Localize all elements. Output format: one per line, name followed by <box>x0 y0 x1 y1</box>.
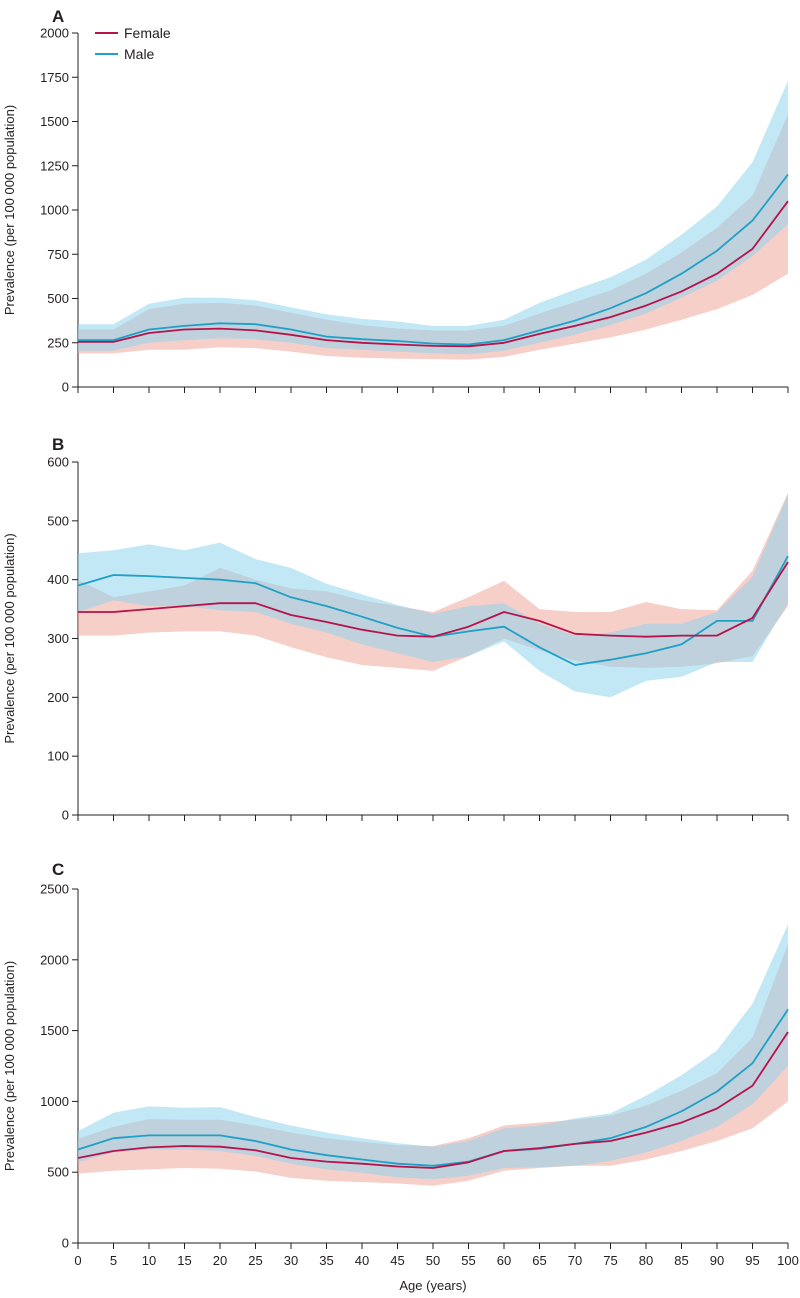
y-tick-label: 1000 <box>40 1094 69 1109</box>
x-tick-label: 30 <box>284 1253 298 1268</box>
x-tick-label: 50 <box>426 1253 440 1268</box>
y-tick-label: 400 <box>47 572 69 587</box>
y-tick-label: 500 <box>47 1165 69 1180</box>
x-tick-label: 90 <box>710 1253 724 1268</box>
x-tick-label: 35 <box>319 1253 333 1268</box>
x-axis-title: Age (years) <box>399 1278 466 1293</box>
panel-label: A <box>52 7 64 26</box>
x-tick-label: 20 <box>213 1253 227 1268</box>
y-tick-label: 750 <box>47 247 69 262</box>
y-tick-label: 2500 <box>40 882 69 897</box>
y-tick-label: 2000 <box>40 26 69 41</box>
legend: Female Male <box>95 25 171 62</box>
line-female <box>78 561 789 638</box>
x-tick-label: 45 <box>390 1253 404 1268</box>
y-tick-label: 1500 <box>40 1023 69 1038</box>
y-tick-label: 1000 <box>40 203 69 218</box>
panel-a: A Prevalence (per 100 000 population) 0 250… <box>2 7 789 395</box>
y-tick-label: 0 <box>62 808 69 823</box>
x-tick-label: 40 <box>355 1253 369 1268</box>
line-male <box>77 1008 789 1167</box>
y-axis-title: Prevalence (per 100 000 population) <box>2 105 17 315</box>
line-male <box>78 174 789 346</box>
y-tick-label: 250 <box>47 335 69 350</box>
x-tick-label: 15 <box>177 1253 191 1268</box>
x-tick-label: 0 <box>74 1253 81 1268</box>
y-tick-label: 500 <box>47 291 69 306</box>
x-tick-label: 80 <box>639 1253 653 1268</box>
y-tick-label: 0 <box>62 380 69 395</box>
panel-b: B Prevalence (per 100 000 population) 0 100… <box>2 435 789 823</box>
line-female <box>77 1031 789 1169</box>
x-tick-label: 5 <box>110 1253 117 1268</box>
y-tick-label: 2000 <box>40 952 69 967</box>
legend-female-label: Female <box>124 25 171 41</box>
y-axis-title: Prevalence (per 100 000 population) <box>2 533 17 743</box>
band-female <box>78 492 788 671</box>
band-male <box>78 494 788 698</box>
x-tick-label: 60 <box>497 1253 511 1268</box>
x-tick-label: 70 <box>568 1253 582 1268</box>
x-tick-label: 95 <box>745 1253 759 1268</box>
line-female <box>78 200 789 348</box>
x-tick-label: 100 <box>777 1253 799 1268</box>
x-tick-label: 65 <box>532 1253 546 1268</box>
y-tick-label: 600 <box>47 455 69 470</box>
x-tick-label: 85 <box>674 1253 688 1268</box>
x-tick-label: 10 <box>142 1253 156 1268</box>
x-tick-label: 75 <box>603 1253 617 1268</box>
y-tick-label: 1750 <box>40 70 69 85</box>
y-tick-label: 200 <box>47 690 69 705</box>
band-male <box>78 80 788 355</box>
y-tick-label: 0 <box>62 1236 69 1251</box>
y-tick-label: 100 <box>47 749 69 764</box>
legend-male-label: Male <box>124 46 155 62</box>
x-tick-label: 55 <box>461 1253 475 1268</box>
band-male <box>78 924 788 1180</box>
y-tick-label: 500 <box>47 513 69 528</box>
panel-label: B <box>52 435 64 454</box>
panel-label: C <box>52 860 64 879</box>
y-axis-title: Prevalence (per 100 000 population) <box>2 961 17 1171</box>
y-tick-label: 1500 <box>40 114 69 129</box>
x-tick-label: 25 <box>248 1253 262 1268</box>
y-tick-label: 300 <box>47 631 69 646</box>
y-tick-label: 1250 <box>40 158 69 173</box>
